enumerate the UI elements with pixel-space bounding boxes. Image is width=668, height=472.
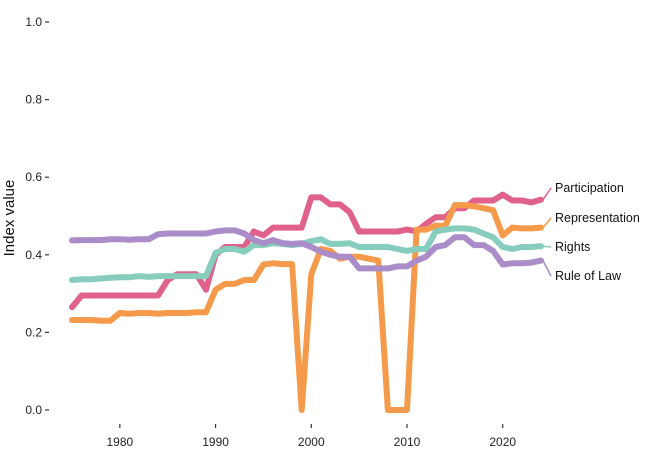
- x-tick-label: 2020: [489, 435, 516, 449]
- x-tick-label: 2000: [298, 435, 325, 449]
- series-leader-line: [542, 245, 552, 248]
- series-label-rule-of-law: Rule of Law: [555, 269, 622, 283]
- series-line-rule-of-law: [69, 227, 544, 272]
- x-tick-label: 1990: [202, 435, 229, 449]
- x-tick-label: 1980: [107, 435, 134, 449]
- series-line-representation: [69, 202, 544, 413]
- y-tick-label: 0.6: [25, 170, 42, 184]
- y-tick-label: 0.0: [25, 403, 42, 417]
- series-leader-line: [542, 187, 552, 201]
- series-label-representation: Representation: [555, 211, 640, 225]
- x-tick-label: 2010: [394, 435, 421, 449]
- series-leader-line: [542, 217, 552, 229]
- y-axis-title: Index value: [1, 180, 18, 257]
- y-axis: 0.0 0.2 0.4 0.6 0.8 1.0: [25, 15, 49, 417]
- y-tick-label: 0.4: [25, 248, 42, 262]
- y-tick-label: 0.8: [25, 93, 42, 107]
- y-tick-label: 0.2: [25, 325, 42, 339]
- series-line-participation: [69, 191, 544, 311]
- x-axis: 1980 1990 2000 2010 2020: [107, 424, 516, 449]
- series-labels: Participation Representation Rights Rule of…: [542, 181, 640, 283]
- series-label-rights: Rights: [555, 240, 590, 254]
- series-leader-line: [542, 260, 552, 277]
- series-label-participation: Participation: [555, 181, 624, 195]
- series-line-rights: [69, 225, 544, 283]
- y-tick-label: 1.0: [25, 15, 42, 29]
- series-lines: [69, 191, 544, 413]
